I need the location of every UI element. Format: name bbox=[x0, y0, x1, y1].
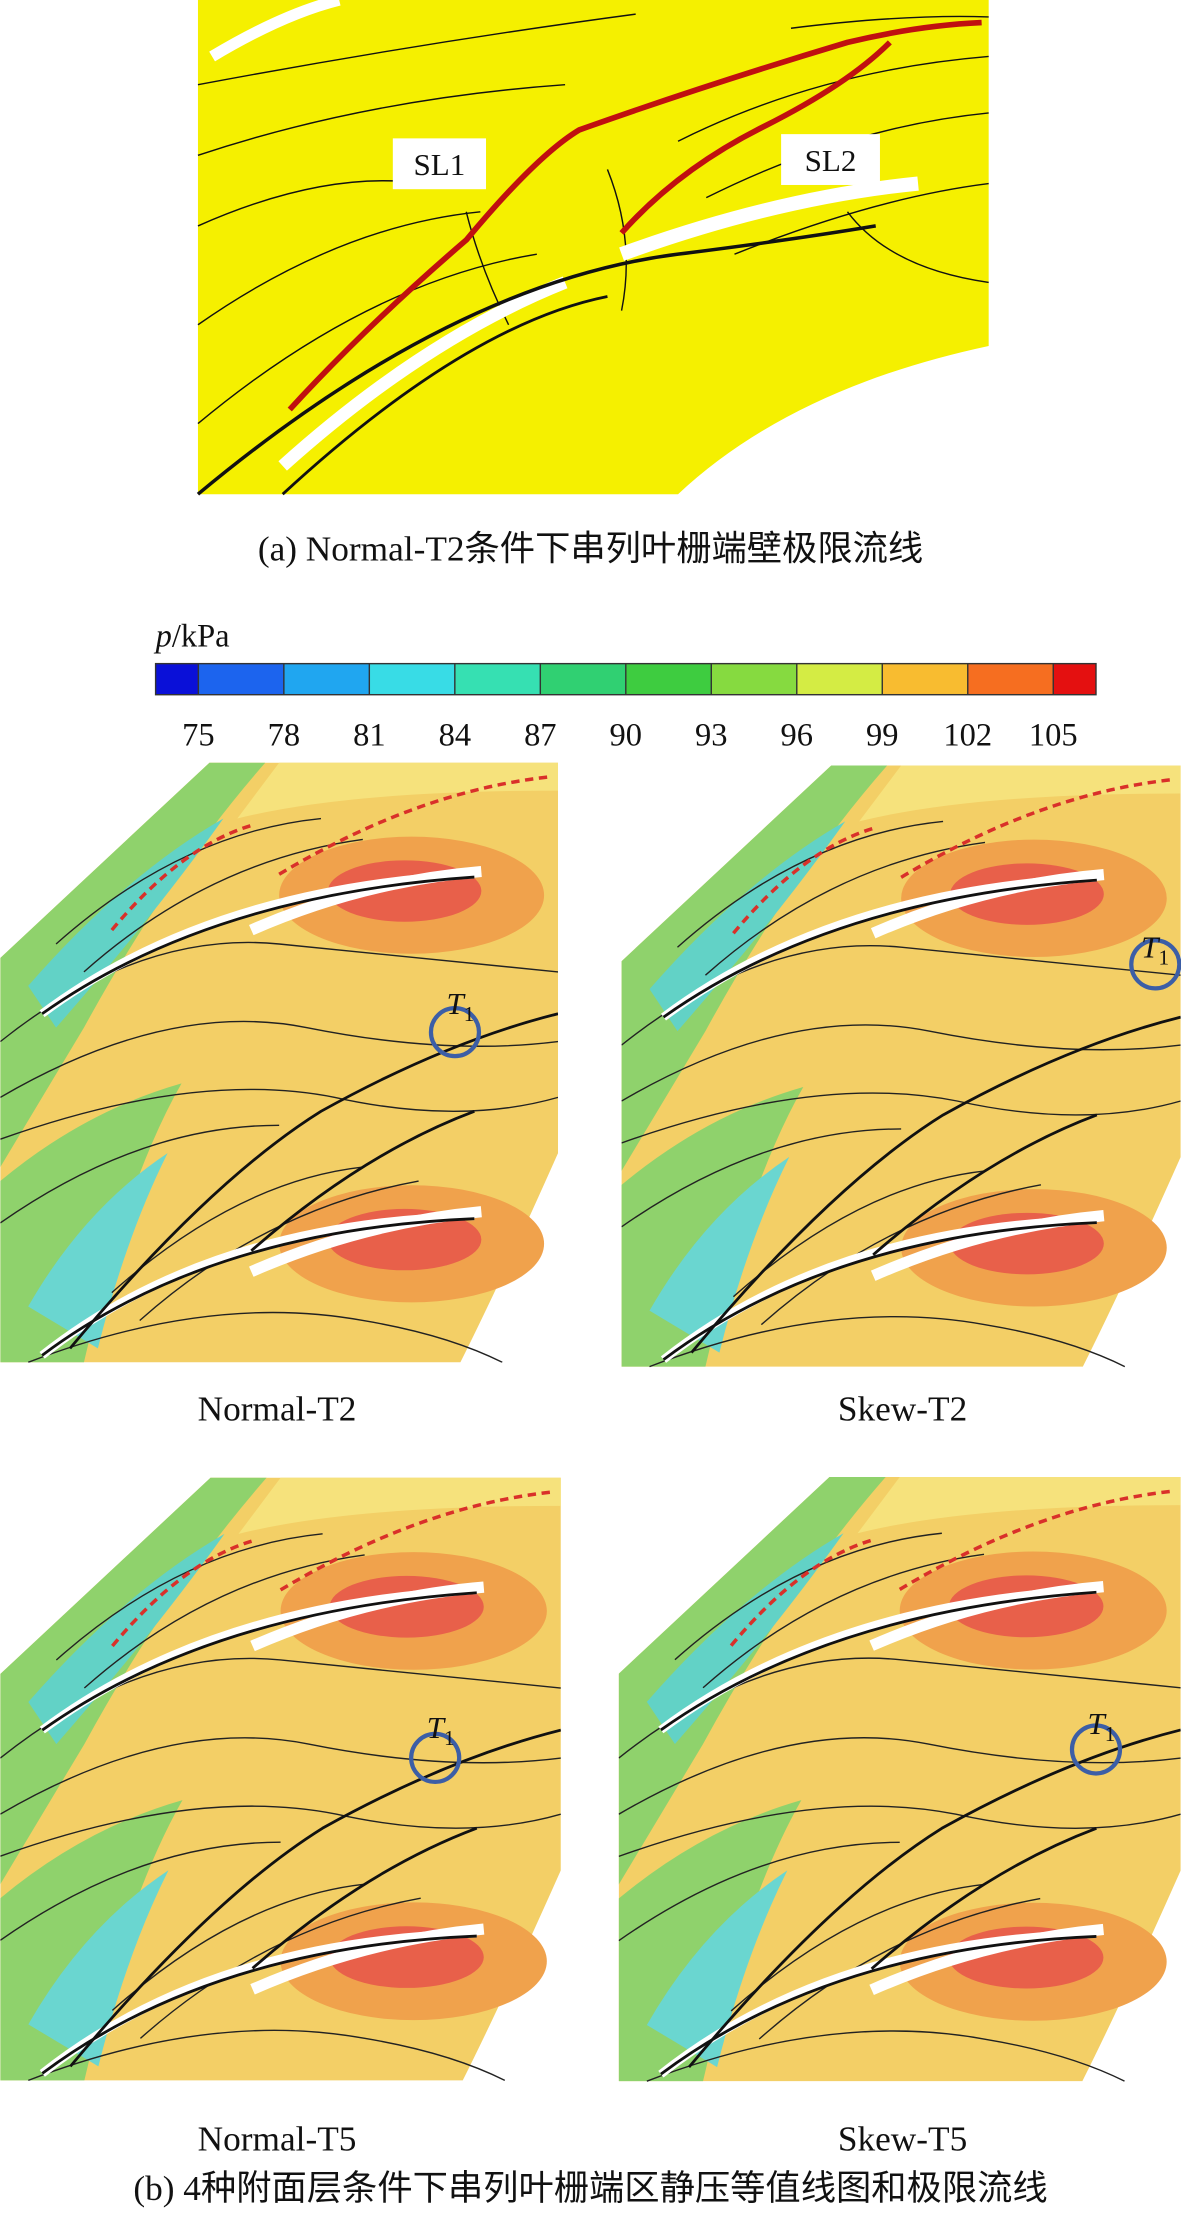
marker: T1 bbox=[446, 986, 474, 1026]
panel-a: SL1 SL2 bbox=[196, 0, 989, 496]
colorbar-segment bbox=[625, 663, 712, 695]
colorbar-segment bbox=[155, 663, 199, 695]
colorbar-tick-label: 75 bbox=[182, 718, 214, 754]
colorbar-tick-label: 96 bbox=[781, 718, 813, 754]
caption: (a) Normal-T2条件下串列叶栅端壁极限流线 bbox=[258, 530, 923, 569]
panel-caption: Normal-T5 bbox=[198, 2119, 357, 2158]
unit: /kPa bbox=[172, 619, 230, 655]
colorbar-segment bbox=[967, 663, 1054, 695]
marker: T1 bbox=[1088, 1706, 1116, 1746]
marker-sub: 1 bbox=[1105, 1722, 1116, 1746]
colorbar-segment bbox=[283, 663, 370, 695]
colorbar-tick-label: 90 bbox=[610, 718, 642, 754]
marker-main: T bbox=[1088, 1706, 1108, 1741]
colorbar-segment bbox=[369, 663, 455, 695]
colorbar-tick-label: 87 bbox=[524, 718, 556, 754]
caption: (b) 4种附面层条件下串列叶栅端区静压等值线图和极限流线 bbox=[133, 2169, 1047, 2208]
colorbar-segment bbox=[198, 663, 284, 695]
colorbar-label: p/kPa bbox=[154, 619, 230, 655]
marker-sub: 1 bbox=[1158, 945, 1169, 969]
contour-panel: T1 Normal-T2 bbox=[0, 763, 558, 1428]
marker-main: T bbox=[427, 1710, 447, 1745]
marker-main: T bbox=[446, 986, 466, 1021]
colorbar-segment bbox=[1053, 663, 1096, 695]
panel-caption: Skew-T2 bbox=[838, 1389, 967, 1428]
colorbar-tick-label: 93 bbox=[695, 718, 727, 754]
colorbar-tick-label: 99 bbox=[866, 718, 898, 754]
colorbar-segment bbox=[454, 663, 541, 695]
marker-main: T bbox=[1141, 929, 1161, 964]
contour-panel: T1 Skew-T5 bbox=[619, 1477, 1181, 2158]
colorbar-tick-label: 78 bbox=[268, 718, 300, 754]
marker: T1 bbox=[427, 1710, 455, 1750]
colorbar-tick-label: 81 bbox=[353, 718, 385, 754]
symbol: p bbox=[154, 619, 172, 655]
colorbar-tick-label: 105 bbox=[1029, 718, 1078, 754]
contour-panel: T1 Skew-T2 bbox=[622, 766, 1181, 1428]
colorbar-segment bbox=[796, 663, 883, 695]
colorbar-segment bbox=[882, 663, 968, 695]
colorbar-tick-label: 84 bbox=[439, 718, 471, 754]
stream-label: SL2 bbox=[805, 143, 857, 178]
stream-label: SL1 bbox=[414, 147, 466, 182]
panel-caption: Normal-T2 bbox=[198, 1389, 357, 1428]
contour-panel: T1 Normal-T5 bbox=[0, 1478, 561, 2158]
colorbar-tick-label: 102 bbox=[943, 718, 992, 754]
colorbar-segment bbox=[540, 663, 626, 695]
panel-caption: Skew-T5 bbox=[838, 2119, 967, 2158]
marker-sub: 1 bbox=[464, 1002, 475, 1026]
colorbar-segment bbox=[711, 663, 797, 695]
colorbar: 75 78 81 84 87 90 93 96 99 102 105 bbox=[154, 662, 1097, 754]
marker: T1 bbox=[1141, 929, 1169, 969]
marker-sub: 1 bbox=[444, 1726, 455, 1750]
